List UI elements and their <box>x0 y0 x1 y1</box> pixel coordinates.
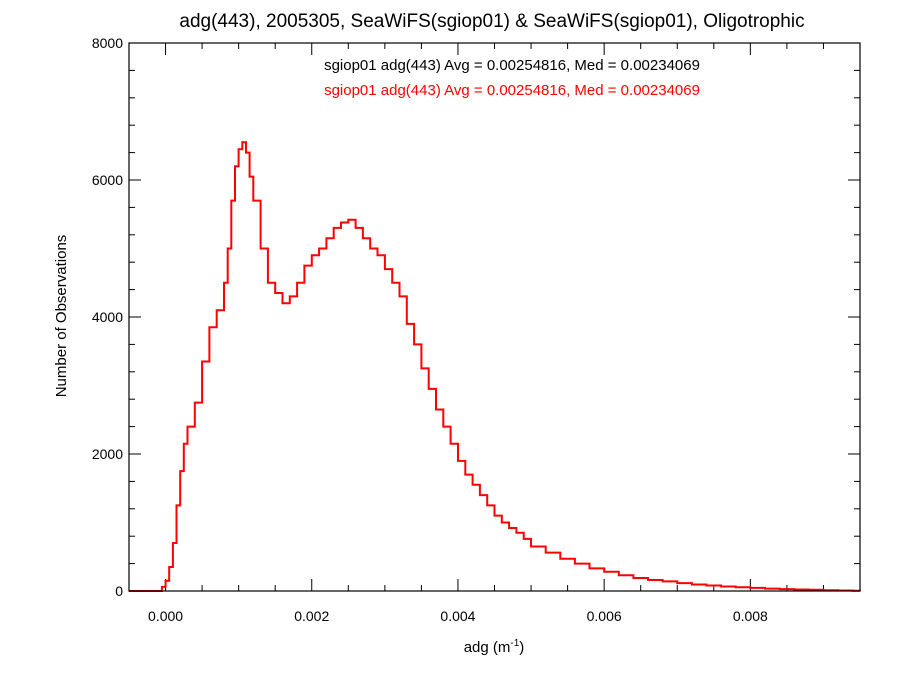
y-tick-label: 8000 <box>92 35 123 51</box>
x-axis-label-sup: -1 <box>510 638 519 649</box>
x-tick-label: 0.006 <box>587 608 622 624</box>
x-tick-label: 0.002 <box>294 608 329 624</box>
x-axis-label-close: ) <box>519 639 524 656</box>
annotation-red: sgiop01 adg(443) Avg = 0.00254816, Med =… <box>324 82 700 99</box>
x-axis: 0.000 0.002 0.004 0.006 0.008 <box>128 43 824 624</box>
plot-frame <box>128 42 861 592</box>
x-tick-label: 0.000 <box>148 608 183 624</box>
y-tick-label: 2000 <box>92 446 123 462</box>
y-tick-label: 4000 <box>92 309 123 325</box>
y-tick-label: 6000 <box>92 172 123 188</box>
y-tick-label: 0 <box>115 583 123 599</box>
chart-title: adg(443), 2005305, SeaWiFS(sgiop01) & Se… <box>179 11 804 32</box>
x-tick-label: 0.008 <box>733 608 768 624</box>
y-axis-label: Number of Observations <box>53 235 70 398</box>
series-line <box>129 141 861 592</box>
annotations: sgiop01 adg(443) Avg = 0.00254816, Med =… <box>324 57 700 99</box>
x-axis-label: adg (m-1) <box>464 638 525 656</box>
x-axis-label-main: adg (m <box>464 639 511 656</box>
x-tick-label: 0.004 <box>440 608 475 624</box>
annotation-black: sgiop01 adg(443) Avg = 0.00254816, Med =… <box>324 57 700 74</box>
